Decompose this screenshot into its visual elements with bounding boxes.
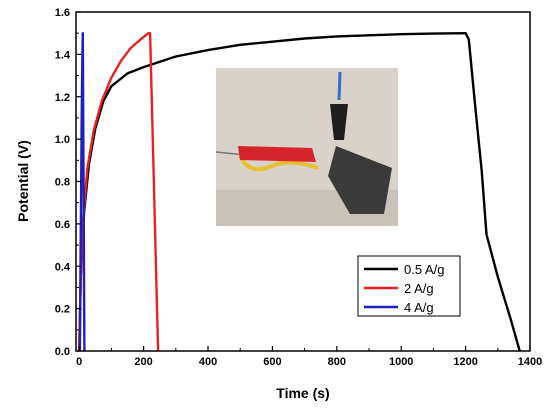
legend-label: 4 A/g [404, 300, 434, 315]
x-axis-title: Time (s) [276, 385, 329, 401]
x-tick-label: 600 [263, 356, 281, 368]
y-tick-label: 1.0 [55, 134, 70, 146]
y-tick-label: 1.4 [55, 49, 71, 61]
inset-photo-black-clip [330, 104, 348, 140]
inset-photo-device [328, 146, 392, 214]
y-tick-label: 1.2 [55, 92, 70, 104]
y-tick-label: 0.6 [55, 219, 70, 231]
series-line-3 [78, 32, 86, 352]
y-tick-label: 0.2 [55, 304, 70, 316]
x-tick-label: 200 [134, 356, 152, 368]
inset-photo-yellow-wire [238, 155, 319, 172]
y-tick-label: 0.0 [55, 346, 70, 358]
y-tick-label: 0.8 [55, 177, 70, 189]
y-axis-title: Potential (V) [15, 140, 31, 222]
x-tick-label: 800 [328, 356, 346, 368]
inset-photo-clips-device [215, 68, 398, 226]
y-tick-label: 1.6 [55, 7, 70, 19]
x-tick-label: 1400 [518, 356, 542, 368]
x-tick-label: 1000 [389, 356, 413, 368]
legend-label: 2 A/g [404, 281, 434, 296]
x-tick-label: 400 [199, 356, 217, 368]
x-tick-label: 1200 [453, 356, 477, 368]
legend: 0.5 A/g 2 A/g 4 A/g [357, 255, 461, 317]
x-tick-label: 0 [76, 356, 82, 368]
y-tick-label: 0.4 [55, 261, 71, 273]
inset-photo-wire [337, 71, 342, 101]
legend-label: 0.5 A/g [404, 262, 444, 277]
inset-photo-red-clip [238, 146, 316, 162]
